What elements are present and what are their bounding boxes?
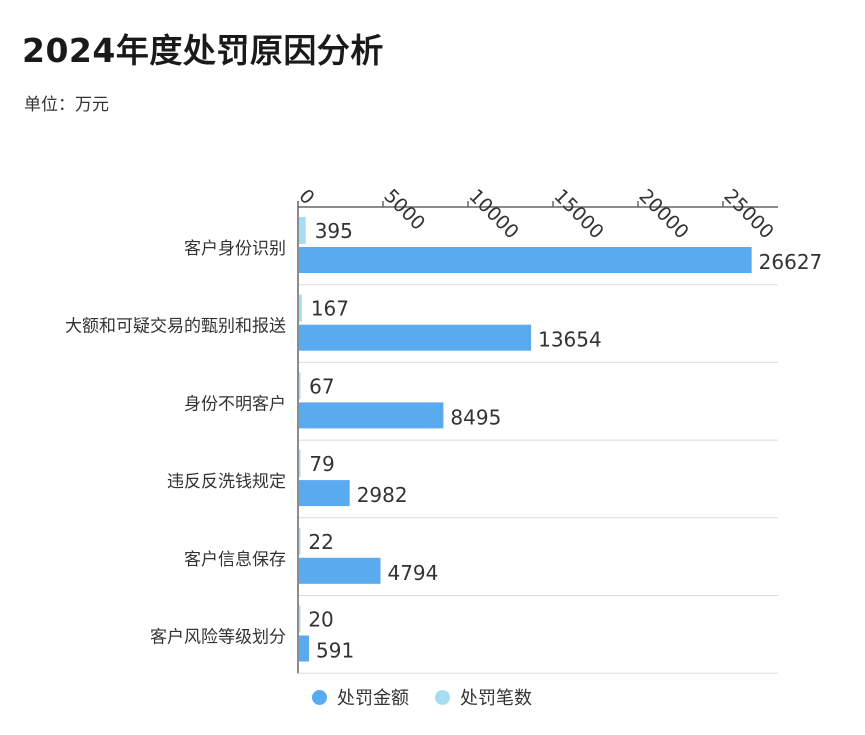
bar-amount <box>299 557 381 584</box>
category-label: 客户身份识别 <box>184 239 286 259</box>
bar-amount-label: 2982 <box>357 483 408 507</box>
bar-count-label: 22 <box>308 530 333 554</box>
bar-count-label: 395 <box>315 219 353 243</box>
chart-title: 2024年度处罚原因分析 <box>22 31 384 70</box>
unit-label: 单位：万元 <box>24 95 109 115</box>
bar-amount <box>299 635 310 662</box>
legend-amount-swatch <box>312 689 327 705</box>
x-tick-label: 25000 <box>719 185 777 243</box>
category-label: 客户风险等级划分 <box>150 628 286 648</box>
bar-count-label: 79 <box>309 452 334 476</box>
x-tick-label: 15000 <box>549 185 607 243</box>
bar-amount-label: 26627 <box>759 250 823 274</box>
bar-amount-label: 13654 <box>538 328 602 352</box>
bar-amount-label: 8495 <box>450 405 501 429</box>
legend: 处罚金额 处罚笔数 <box>312 684 558 710</box>
bar-count <box>299 450 301 478</box>
x-tick-label: 20000 <box>634 185 692 243</box>
bar-amount <box>299 402 444 429</box>
bar-amount-label: 4794 <box>387 561 438 585</box>
legend-item-count[interactable]: 处罚笔数 <box>435 684 532 710</box>
category-label: 客户信息保存 <box>184 550 286 570</box>
category-label: 身份不明客户 <box>184 394 286 414</box>
bar-amount <box>299 324 532 351</box>
bar-amount <box>299 247 752 273</box>
bar-amount-label: 591 <box>316 639 354 663</box>
bar-count-label: 67 <box>309 374 334 398</box>
category-label: 大额和可疑交易的甄别和报送 <box>65 317 286 337</box>
bar-amount <box>299 480 350 507</box>
x-tick-label: 10000 <box>464 185 522 243</box>
x-tick-label: 5000 <box>379 185 429 235</box>
legend-count-label: 处罚笔数 <box>460 688 532 709</box>
bar-count <box>299 217 306 244</box>
legend-amount-label: 处罚金额 <box>337 688 409 709</box>
bar-count <box>299 372 301 400</box>
bar-count <box>299 605 301 633</box>
legend-item-amount[interactable]: 处罚金额 <box>312 684 409 710</box>
category-label: 违反反洗钱规定 <box>167 472 286 492</box>
bar-count <box>299 527 301 555</box>
bar-count-label: 20 <box>308 608 333 632</box>
bar-count <box>299 294 302 322</box>
legend-count-swatch <box>435 689 450 705</box>
bar-count-label: 167 <box>311 297 349 321</box>
